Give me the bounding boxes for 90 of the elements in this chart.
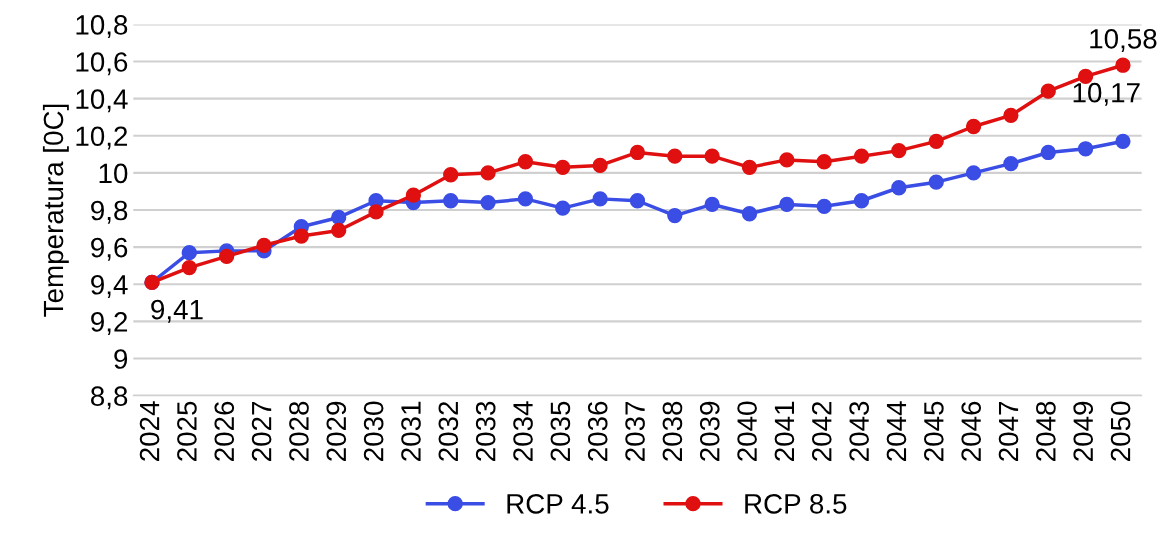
point bbox=[779, 152, 795, 168]
point bbox=[704, 148, 720, 164]
point bbox=[293, 228, 309, 244]
point bbox=[592, 157, 608, 174]
x-tick-label: 2042 bbox=[811, 401, 832, 461]
x-tick-label: 2026 bbox=[214, 401, 235, 461]
x-tick-label: 2037 bbox=[625, 401, 645, 461]
x-tick-label: 2034 bbox=[513, 401, 533, 461]
x-tick-label: 2038 bbox=[662, 401, 683, 461]
point bbox=[704, 196, 720, 213]
y-tick-label: 10 bbox=[99, 163, 128, 184]
y-tick-label: 8,8 bbox=[91, 386, 128, 410]
point bbox=[256, 237, 272, 253]
point bbox=[555, 159, 571, 175]
point bbox=[331, 209, 347, 226]
point bbox=[816, 198, 832, 214]
point bbox=[1040, 83, 1056, 99]
point bbox=[368, 204, 384, 220]
point bbox=[517, 191, 534, 207]
point bbox=[891, 142, 907, 159]
point bbox=[480, 165, 496, 181]
point bbox=[629, 144, 646, 161]
y-tick-label: 10,8 bbox=[76, 15, 128, 39]
point bbox=[741, 206, 758, 222]
point bbox=[443, 167, 459, 183]
point bbox=[928, 174, 944, 190]
x-tick-label: 2041 bbox=[774, 401, 795, 461]
x-tick-label: 2024 bbox=[139, 401, 160, 461]
data-label: 9,41 bbox=[151, 299, 203, 323]
point bbox=[816, 154, 832, 170]
x-tick-label: 2027 bbox=[251, 401, 272, 461]
x-tick-label: 2048 bbox=[1036, 401, 1056, 461]
point bbox=[779, 196, 795, 213]
point bbox=[1003, 107, 1019, 123]
x-tick-label: 2025 bbox=[177, 401, 197, 461]
point bbox=[667, 148, 683, 164]
y-tick-label: 9,8 bbox=[91, 200, 128, 224]
x-tick-label: 2040 bbox=[737, 401, 757, 461]
x-tick-label: 2045 bbox=[924, 401, 944, 461]
point bbox=[1115, 133, 1131, 149]
y-tick-label: 10,4 bbox=[76, 89, 128, 113]
data-label: 10,58 bbox=[1090, 28, 1157, 52]
x-tick-label: 2049 bbox=[1073, 401, 1094, 461]
point bbox=[928, 133, 944, 149]
point bbox=[181, 245, 197, 261]
point bbox=[1115, 57, 1131, 73]
x-tick-label: 2044 bbox=[886, 401, 907, 461]
legend-label: RCP 4.5 bbox=[507, 494, 609, 514]
y-axis-title: Temperatura [0C] bbox=[42, 104, 69, 317]
x-tick-label: 2036 bbox=[587, 401, 608, 461]
x-tick-label: 2043 bbox=[849, 401, 869, 461]
point bbox=[853, 193, 870, 209]
legend-label: RCP 8.5 bbox=[745, 494, 847, 514]
x-tick-label: 2035 bbox=[550, 401, 571, 461]
point bbox=[405, 187, 422, 203]
point bbox=[181, 259, 197, 276]
point bbox=[480, 194, 496, 211]
x-tick-label: 2039 bbox=[699, 401, 720, 461]
x-tick-label: 2030 bbox=[363, 401, 384, 461]
y-tick-label: 9 bbox=[114, 349, 128, 369]
x-tick-label: 2028 bbox=[289, 401, 309, 461]
point bbox=[965, 165, 982, 181]
x-tick-label: 2046 bbox=[961, 401, 982, 461]
point bbox=[517, 154, 534, 170]
x-tick-label: 2033 bbox=[475, 401, 496, 461]
point bbox=[965, 118, 982, 135]
point bbox=[741, 159, 758, 175]
y-tick-label: 10,2 bbox=[76, 126, 128, 150]
point bbox=[592, 191, 608, 207]
point bbox=[555, 200, 571, 216]
point bbox=[891, 180, 907, 196]
x-tick-label: 2029 bbox=[326, 401, 347, 461]
y-tick-label: 9,6 bbox=[91, 237, 128, 261]
point bbox=[1003, 155, 1019, 172]
x-tick-label: 2050 bbox=[1110, 401, 1131, 461]
y-tick-label: 9,2 bbox=[91, 312, 128, 336]
point bbox=[667, 207, 683, 224]
x-tick-label: 2031 bbox=[401, 401, 421, 461]
y-tick-label: 9,4 bbox=[91, 274, 128, 298]
point bbox=[219, 248, 235, 265]
point bbox=[629, 193, 646, 209]
point bbox=[331, 222, 347, 239]
point bbox=[1040, 144, 1056, 161]
data-label: 10,17 bbox=[1073, 82, 1140, 106]
y-tick-label: 10,6 bbox=[76, 52, 128, 76]
point bbox=[853, 148, 870, 164]
point bbox=[443, 193, 459, 209]
point bbox=[1077, 141, 1094, 157]
x-tick-label: 2047 bbox=[998, 401, 1019, 461]
x-tick-label: 2032 bbox=[438, 401, 459, 461]
